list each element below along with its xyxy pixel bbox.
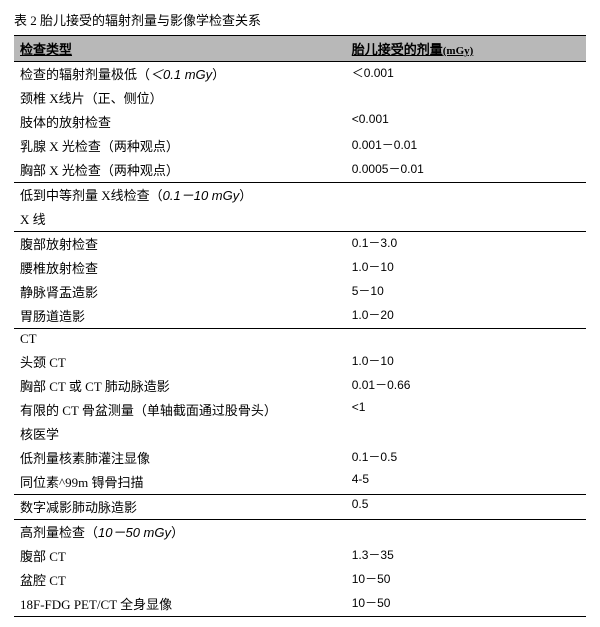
header-exam-type: 检查类型: [14, 36, 346, 62]
table-row-label: 胃肠道造影: [14, 304, 346, 329]
table-row-label: 数字减影肺动脉造影: [14, 495, 346, 520]
table-row-value: 5－10: [346, 280, 586, 304]
table-row-label: 低到中等剂量 X线检查（0.1－10 mGy）: [14, 183, 346, 208]
table-row-label: 盆腔 CT: [14, 568, 346, 592]
table-row-label: 胸部 CT 或 CT 肺动脉造影: [14, 374, 346, 398]
table-row-label: 同位素^99m 锝骨扫描: [14, 470, 346, 495]
table-row-value: 1.0－20: [346, 304, 586, 329]
table-row-value: <0.001: [346, 110, 586, 134]
table-row-label: 乳腺 X 光检查（两种观点）: [14, 134, 346, 158]
table-row-value: 0.1－0.5: [346, 446, 586, 470]
table-row-label: 腹部 CT: [14, 544, 346, 568]
table-row-value: 0.5: [346, 495, 586, 520]
table-row-value: 0.01－0.66: [346, 374, 586, 398]
table-row-label: 肢体的放射检查: [14, 110, 346, 134]
table-row-label: 18F-FDG PET/CT 全身显像: [14, 592, 346, 617]
table-row-value: 0.0005－0.01: [346, 158, 586, 183]
header-fetal-dose: 胎儿接受的剂量(mGy): [346, 36, 586, 62]
table-row-value: 1.3－35: [346, 544, 586, 568]
table-row-value: [346, 183, 586, 208]
table-row-label: 静脉肾盂造影: [14, 280, 346, 304]
table-row-value: 1.0－10: [346, 256, 586, 280]
table-row-value: [346, 86, 586, 110]
table-row-value: 10－50: [346, 592, 586, 617]
table-row-label: 腹部放射检查: [14, 232, 346, 257]
table-row-value: 1.0－10: [346, 350, 586, 374]
table-row-label: CT: [14, 329, 346, 351]
table-row-value: <1: [346, 398, 586, 422]
table-row-value: 10－50: [346, 568, 586, 592]
table-row-value: [346, 207, 586, 232]
table-row-value: 4-5: [346, 470, 586, 495]
table-row-label: 腰椎放射检查: [14, 256, 346, 280]
table-row-label: 胸部 X 光检查（两种观点）: [14, 158, 346, 183]
table-row-label: 检查的辐射剂量极低（＜0.1 mGy）: [14, 62, 346, 87]
table-row-label: 颈椎 X线片（正、侧位）: [14, 86, 346, 110]
table-row-value: [346, 422, 586, 446]
table-row-label: 有限的 CT 骨盆测量（单轴截面通过股骨头）: [14, 398, 346, 422]
table-row-value: 0.001－0.01: [346, 134, 586, 158]
table-row-value: ＜0.001: [346, 62, 586, 87]
table-row-value: [346, 520, 586, 545]
table-row-label: 头颈 CT: [14, 350, 346, 374]
table-row-value: 0.1－3.0: [346, 232, 586, 257]
table-row-label: 核医学: [14, 422, 346, 446]
table-row-label: 低剂量核素肺灌注显像: [14, 446, 346, 470]
radiation-dose-table: 检查类型 胎儿接受的剂量(mGy) 检查的辐射剂量极低（＜0.1 mGy）＜0.…: [14, 35, 586, 617]
table-caption: 表 2 胎儿接受的辐射剂量与影像学检查关系: [14, 10, 586, 29]
table-row-label: X 线: [14, 207, 346, 232]
table-row-label: 高剂量检查（10－50 mGy）: [14, 520, 346, 545]
table-row-value: [346, 329, 586, 351]
